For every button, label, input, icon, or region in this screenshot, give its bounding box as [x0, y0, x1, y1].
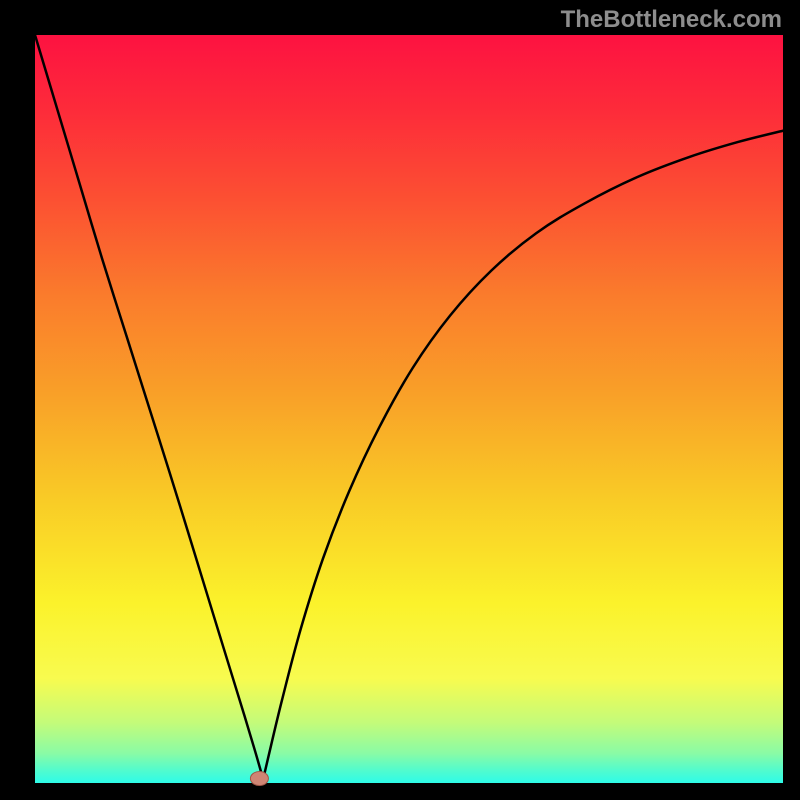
chart-svg — [0, 0, 800, 800]
chart-frame: TheBottleneck.com — [0, 0, 800, 800]
minimum-marker — [250, 772, 268, 786]
watermark-text: TheBottleneck.com — [561, 6, 782, 34]
gradient-background — [35, 35, 783, 783]
